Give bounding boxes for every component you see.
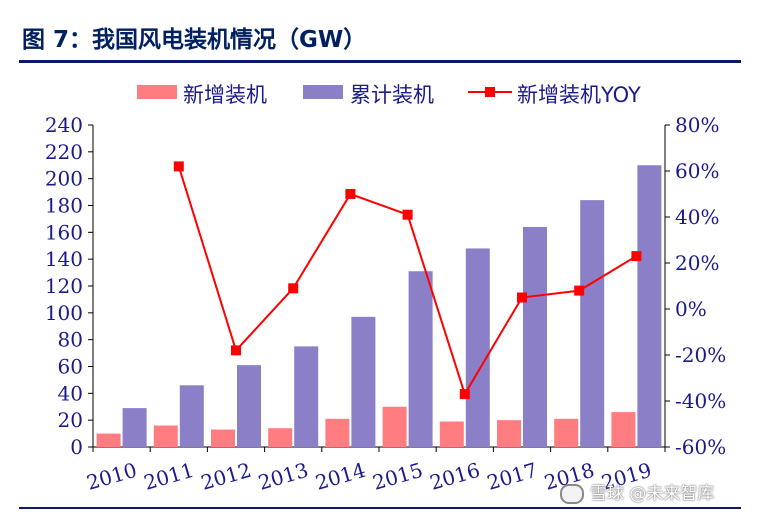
bar-new-installed [611, 412, 636, 447]
right-tick-label: 20% [675, 251, 719, 275]
yoy-marker [517, 292, 527, 303]
yoy-marker [173, 161, 184, 172]
bar-new-installed [497, 420, 521, 447]
x-tick-label: 2010 [84, 458, 140, 495]
yoy-marker [231, 345, 241, 356]
left-tick-label: 140 [45, 247, 83, 271]
x-tick-label: 2014 [313, 458, 369, 495]
left-tick-label: 60 [58, 355, 83, 379]
right-tick-label: -40% [675, 389, 726, 413]
watermark: 雪球 @未来智库 [560, 479, 714, 504]
legend-label-cumulative: 累计装机 [350, 83, 434, 107]
bar-cumulative-installed [637, 165, 662, 447]
yoy-marker [402, 209, 413, 220]
legend-marker-yoy [485, 87, 495, 97]
bar-new-installed [439, 421, 464, 447]
left-tick-label: 220 [45, 140, 83, 164]
x-tick-label: 2011 [141, 458, 197, 495]
left-tick-label: 120 [45, 274, 83, 298]
right-tick-label: -60% [675, 435, 726, 459]
yoy-marker [574, 285, 585, 296]
right-tick-label: 80% [675, 113, 719, 137]
legend-label-yoy: 新增装机YOY [517, 83, 641, 107]
bar-new-installed [268, 428, 293, 447]
bar-cumulative-installed [523, 226, 547, 447]
bar-cumulative-installed [179, 385, 204, 447]
left-tick-label: 160 [45, 220, 83, 244]
x-tick-label: 2012 [198, 458, 254, 495]
legend-swatch-new [137, 85, 177, 99]
x-tick-label: 2013 [255, 458, 311, 495]
left-tick-label: 20 [58, 408, 83, 432]
right-tick-label: -20% [675, 343, 726, 367]
right-tick-label: 40% [675, 205, 719, 229]
x-tick-label: 2017 [484, 458, 540, 495]
yoy-line [177, 166, 637, 397]
yoy-marker [631, 251, 642, 262]
yoy-marker [345, 189, 356, 199]
right-tick-label: 0% [675, 297, 707, 321]
figure-header: 图 7：我国风电装机情况（GW） [0, 0, 761, 62]
bar-cumulative-installed [408, 271, 433, 447]
bar-new-installed [153, 425, 178, 447]
legend-label-new: 新增装机 [183, 83, 267, 107]
bar-new-installed [211, 429, 235, 447]
yoy-marker [459, 389, 470, 400]
bar-new-installed [554, 418, 579, 447]
bar-new-installed [325, 418, 350, 447]
figure-title: 图 7：我国风电装机情况（GW） [22, 27, 367, 53]
bar-cumulative-installed [294, 346, 319, 447]
left-tick-label: 80 [58, 328, 83, 352]
left-tick-label: 180 [45, 194, 83, 218]
left-tick-label: 100 [45, 301, 83, 325]
bar-cumulative-installed [237, 365, 261, 447]
bar-new-installed [382, 406, 407, 447]
left-tick-label: 40 [58, 381, 83, 405]
yoy-marker [288, 283, 299, 294]
x-tick-label: 2015 [370, 458, 426, 495]
chat-bubble-icon [560, 484, 584, 504]
top-rule [19, 60, 741, 63]
legend-swatch-cumulative [303, 85, 343, 99]
bottom-rule [19, 507, 741, 509]
bar-cumulative-installed [465, 248, 490, 447]
left-tick-label: 200 [45, 167, 83, 191]
left-tick-label: 0 [70, 435, 83, 459]
bar-new-installed [96, 433, 121, 447]
bar-cumulative-installed [580, 200, 605, 447]
watermark-text: 雪球 @未来智库 [590, 484, 715, 504]
bar-cumulative-installed [351, 316, 376, 447]
bar-cumulative-installed [122, 408, 147, 447]
x-tick-label: 2016 [427, 458, 483, 495]
left-tick-label: 240 [45, 113, 83, 137]
right-tick-label: 60% [675, 159, 719, 183]
